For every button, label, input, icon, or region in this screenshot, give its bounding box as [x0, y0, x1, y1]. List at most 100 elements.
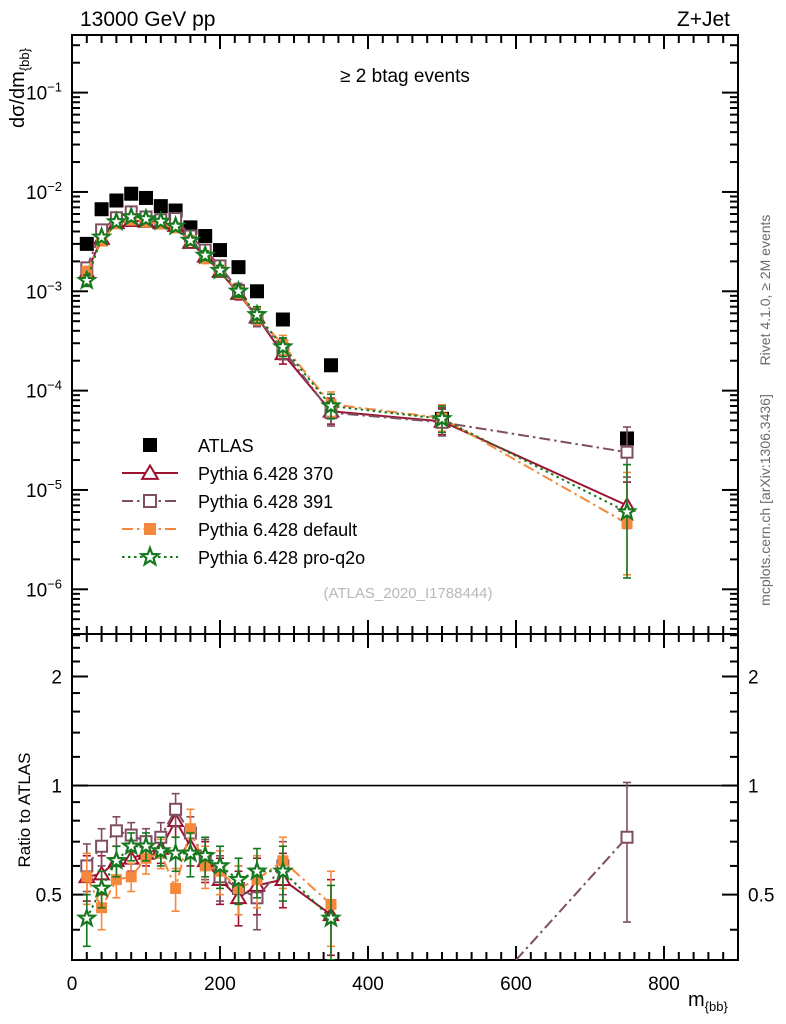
legend-item-p370: Pythia 6.428 370 — [122, 463, 333, 484]
x-axis-title-subscript: {bb} — [705, 999, 729, 1014]
marker-proq2o — [105, 210, 128, 232]
legend-marker-pdefault — [144, 523, 156, 535]
legend-marker-p391 — [143, 494, 157, 508]
ratio-marker-proq2o — [75, 906, 98, 928]
legend-marker-proq2o — [138, 544, 162, 567]
ratio-marker-proq2o — [135, 834, 157, 856]
legend-marker-p370 — [140, 463, 160, 480]
legend-item-p391: Pythia 6.428 391 — [122, 492, 333, 512]
btag-annotation: ≥ 2 btag events — [340, 66, 470, 87]
y-axis-tick-label: 10−3 — [26, 278, 62, 303]
marker-atlas — [109, 193, 124, 208]
ratio-marker-pdefault — [125, 871, 137, 883]
legend: ATLAS Pythia 6.428 370 Pythia 6.428 391 Pyt… — [122, 436, 365, 568]
x-axis-tick-label: 400 — [352, 974, 384, 995]
ratio-marker-proq2o — [90, 876, 113, 898]
ratio-y-tick-label: 0.5 — [36, 886, 62, 907]
ratio-marker-pdefault — [110, 874, 122, 886]
marker-proq2o — [135, 207, 157, 229]
ratio-panel: 2 2 1 1 0.5 0.5 0 200 400 600 800 — [36, 633, 774, 995]
marker-p391 — [620, 445, 634, 459]
y-axis-tick-label: 10−1 — [26, 80, 62, 105]
ratio-series-group — [75, 781, 634, 960]
ratio-panel-frame — [71, 633, 739, 961]
ratio-marker-p391 — [169, 802, 183, 816]
ratio-marker-proq2o — [320, 906, 342, 928]
legend-item-atlas: ATLAS — [143, 436, 254, 456]
svg-text:dσ/dm{bb}: dσ/dm{bb} — [7, 47, 32, 128]
y-axis-title-ratio: Ratio to ATLAS — [15, 753, 34, 868]
legend-label-p391: Pythia 6.428 391 — [198, 492, 333, 512]
x-axis-tick-label: 0 — [67, 974, 78, 995]
main-series-group — [75, 186, 638, 579]
header-beam-label: 13000 GeV pp — [80, 8, 215, 31]
y-axis-title-subscript: {bb} — [17, 47, 32, 71]
marker-atlas — [231, 260, 246, 275]
mcplots-reference-label: mcplots.cern.ch [arXiv:1306.3436] — [757, 394, 773, 606]
marker-proq2o — [164, 214, 187, 236]
marker-atlas — [124, 186, 139, 201]
x-axis-tick-label: 600 — [500, 974, 532, 995]
marker-atlas — [250, 284, 264, 299]
x-axis-tick-label: 200 — [204, 974, 236, 995]
marker-atlas — [275, 312, 290, 327]
marker-proq2o — [431, 407, 453, 429]
ratio-marker-pdefault — [81, 871, 93, 883]
x-axis-title: m{bb} — [688, 989, 728, 1014]
marker-proq2o — [272, 335, 294, 357]
marker-proq2o — [75, 269, 98, 290]
marker-atlas — [198, 229, 213, 244]
marker-atlas — [213, 243, 227, 258]
marker-atlas — [139, 190, 153, 205]
marker-proq2o — [616, 500, 638, 522]
marker-atlas — [324, 358, 338, 373]
y-axis-tick-label: 10−6 — [26, 576, 62, 601]
ratio-marker-proq2o — [227, 868, 250, 889]
legend-label-p370: Pythia 6.428 370 — [198, 464, 333, 484]
legend-label-proq2o: Pythia 6.428 pro-q2o — [198, 548, 365, 568]
y-axis-title-text: dσ/dm — [7, 71, 29, 128]
ratio-y-tick-label: 1 — [51, 777, 62, 798]
rivet-version-label: Rivet 4.1.0, ≥ 2M events — [757, 215, 773, 366]
marker-atlas — [94, 202, 109, 217]
marker-proq2o — [90, 225, 113, 247]
x-axis-tick-label: 800 — [648, 974, 680, 995]
marker-proq2o — [194, 243, 217, 265]
legend-label-atlas: ATLAS — [198, 436, 254, 456]
marker-proq2o — [120, 205, 143, 227]
marker-atlas — [153, 199, 168, 214]
ratio-marker-proq2o — [271, 859, 294, 881]
marker-proq2o — [320, 394, 342, 416]
y-axis-title-main: dσ/dm{bb} — [7, 47, 32, 128]
series-proq2o — [75, 205, 638, 579]
ratio-marker-p391 — [109, 824, 123, 838]
ratio-y-tick-label-right: 0.5 — [748, 886, 774, 907]
ratio-marker-proq2o — [246, 859, 268, 881]
marker-proq2o — [246, 303, 268, 325]
main-panel: 10−1 10−2 10−3 10−4 10−5 10−6 — [26, 34, 739, 635]
marker-proq2o — [149, 209, 172, 231]
marker-atlas — [79, 236, 94, 251]
marker-proq2o — [209, 259, 231, 280]
ratio-marker-pdefault — [184, 823, 196, 835]
legend-marker-atlas — [143, 438, 157, 452]
x-axis-title-text: m — [688, 989, 705, 1011]
y-axis-tick-label: 10−5 — [26, 477, 62, 502]
ratio-marker-p391 — [95, 839, 109, 853]
legend-item-proq2o: Pythia 6.428 pro-q2o — [122, 544, 365, 568]
ratio-marker-proq2o — [149, 839, 172, 861]
svg-text:m{bb}: m{bb} — [688, 989, 728, 1014]
ratio-y-tick-label-right: 1 — [748, 777, 759, 798]
y-axis-tick-label: 10−2 — [26, 179, 62, 204]
ratio-marker-proq2o — [194, 844, 217, 866]
ratio-series-proq2o — [75, 832, 342, 960]
ratio-series-line — [515, 836, 628, 960]
legend-label-pdefault: Pythia 6.428 default — [198, 520, 357, 540]
marker-proq2o — [227, 279, 250, 301]
ratio-marker-p391 — [620, 830, 634, 844]
ratio-marker-pdefault — [170, 882, 182, 894]
ratio-y-tick-label-right: 2 — [748, 667, 759, 688]
